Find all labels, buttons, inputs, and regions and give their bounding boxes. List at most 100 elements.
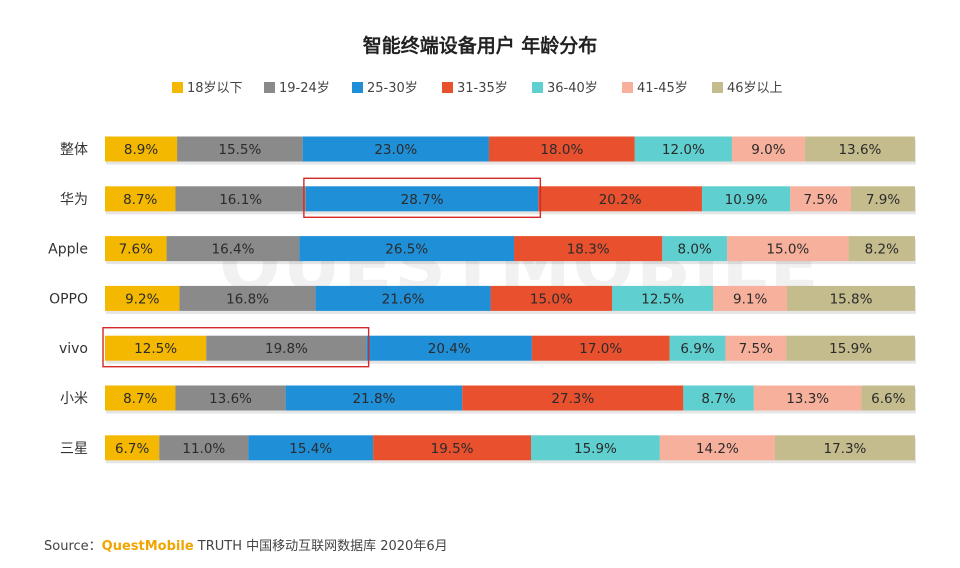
bar-3-series-7 (848, 236, 915, 262)
value-label-7-3: 15.4% (289, 441, 332, 457)
legend-swatch-7 (712, 82, 723, 93)
legend-swatch-3 (352, 82, 363, 93)
chart-title: 智能终端设备用户 年龄分布 (363, 34, 598, 57)
bar-3-series-5 (662, 236, 728, 262)
highlight-box-1 (303, 177, 542, 219)
bar-1-series-1 (105, 136, 178, 162)
value-label-6-5: 8.7% (701, 391, 735, 407)
bar-2-series-1 (105, 186, 176, 212)
bar-5-series-2 (206, 335, 367, 361)
value-label-6-2: 13.6% (209, 391, 252, 407)
value-label-4-2: 16.8% (226, 291, 269, 307)
bar-6-series-4 (462, 385, 684, 411)
bar-7-series-5 (531, 435, 660, 461)
source-note: Source：QuestMobile TRUTH 中国移动互联网数据库 2020… (44, 538, 448, 554)
bar-5-series-6 (725, 335, 787, 361)
bar-3-series-3 (299, 236, 515, 262)
bar-3-series-6 (727, 236, 849, 262)
value-label-7-6: 14.2% (696, 441, 739, 457)
bar-7-series-4 (373, 435, 532, 461)
value-label-4-6: 9.1% (733, 291, 767, 307)
value-label-2-2: 16.1% (219, 192, 262, 208)
bar-5-series-7 (786, 335, 915, 361)
value-label-3-4: 18.3% (567, 242, 610, 258)
bar-3-series-4 (514, 236, 663, 262)
bar-5-series-1 (105, 335, 207, 361)
value-label-4-3: 21.6% (382, 291, 425, 307)
value-label-6-6: 13.3% (786, 391, 829, 407)
value-label-1-6: 9.0% (751, 142, 785, 158)
bar-1-series-6 (731, 136, 805, 162)
source-rest: TRUTH 中国移动互联网数据库 2020年6月 (194, 538, 448, 554)
bar-1-series-7 (804, 136, 915, 162)
bar-4-series-7 (787, 285, 915, 311)
bar-7-series-1 (105, 435, 160, 461)
value-label-3-3: 26.5% (385, 242, 428, 258)
value-label-4-4: 15.0% (530, 291, 573, 307)
category-label-5: vivo (59, 341, 88, 357)
bar-4-series-4 (490, 285, 613, 311)
value-label-5-4: 17.0% (579, 341, 622, 357)
source-prefix: Source： (44, 539, 102, 554)
value-label-5-6: 7.5% (739, 341, 773, 357)
bar-2-series-6 (790, 186, 852, 212)
value-label-3-6: 15.0% (766, 242, 809, 258)
bar-7-series-6 (659, 435, 775, 461)
value-label-7-5: 15.9% (574, 441, 617, 457)
value-label-3-2: 16.4% (212, 242, 255, 258)
source-brand: QuestMobile (102, 539, 194, 554)
category-label-6: 小米 (60, 391, 88, 407)
legend: 18岁以下 19-24岁 25-30岁 31-35岁 36-40岁 41-45岁 46岁以上 (172, 81, 783, 96)
plot-area: 整体 8.9% 15.5% 23.0% 18.0% 12.0% 9.0% 13.6% 华为 8.7… (48, 136, 916, 464)
bar-1-series-2 (177, 136, 303, 162)
value-label-6-7: 6.6% (871, 391, 905, 407)
legend-label-1: 18岁以下 (187, 81, 243, 96)
legend-label-7: 46岁以上 (727, 81, 783, 96)
bar-6-series-6 (753, 385, 862, 411)
legend-swatch-6 (622, 82, 633, 93)
value-label-5-3: 20.4% (428, 341, 471, 357)
value-label-2-6: 7.5% (803, 192, 837, 208)
value-label-2-4: 20.2% (599, 192, 642, 208)
value-label-1-5: 12.0% (662, 142, 705, 158)
value-label-5-5: 6.9% (680, 341, 714, 357)
value-label-5-2: 19.8% (265, 341, 308, 357)
bar-2-series-3 (305, 186, 539, 212)
bar-2-series-4 (538, 186, 702, 212)
bar-4-series-1 (105, 285, 180, 311)
bar-4-series-6 (713, 285, 788, 311)
category-label-3: Apple (48, 242, 88, 258)
value-label-1-4: 18.0% (540, 142, 583, 158)
value-label-4-5: 12.5% (641, 291, 684, 307)
bar-6-series-5 (683, 385, 754, 411)
value-label-6-3: 21.8% (352, 391, 395, 407)
bar-1-series-4 (488, 136, 635, 162)
value-label-5-7: 15.9% (829, 341, 872, 357)
legend-label-5: 36-40岁 (547, 81, 598, 96)
legend-label-6: 41-45岁 (637, 81, 688, 96)
legend-swatch-5 (532, 82, 543, 93)
legend-swatch-4 (442, 82, 453, 93)
legend-label-3: 25-30岁 (367, 81, 418, 96)
value-label-2-7: 7.9% (866, 192, 900, 208)
bar-1-series-3 (302, 136, 489, 162)
value-label-2-5: 10.9% (725, 192, 768, 208)
value-label-6-4: 27.3% (551, 391, 594, 407)
value-label-3-1: 7.6% (119, 242, 153, 258)
bar-1-series-5 (634, 136, 732, 162)
value-label-4-1: 9.2% (125, 291, 159, 307)
bar-6-series-7 (861, 385, 915, 411)
value-label-2-3: 28.7% (401, 192, 444, 208)
bar-2-series-7 (851, 186, 915, 212)
value-label-1-1: 8.9% (124, 142, 158, 158)
category-label-7: 三星 (60, 441, 88, 457)
highlight-boxes (102, 177, 542, 368)
bar-3-series-1 (105, 236, 167, 262)
bar-5-series-4 (531, 335, 670, 361)
value-label-7-7: 17.3% (823, 441, 866, 457)
legend-swatch-1 (172, 82, 183, 93)
value-label-1-7: 13.6% (838, 142, 881, 158)
legend-label-4: 31-35岁 (457, 81, 508, 96)
bar-3-series-2 (166, 236, 300, 262)
